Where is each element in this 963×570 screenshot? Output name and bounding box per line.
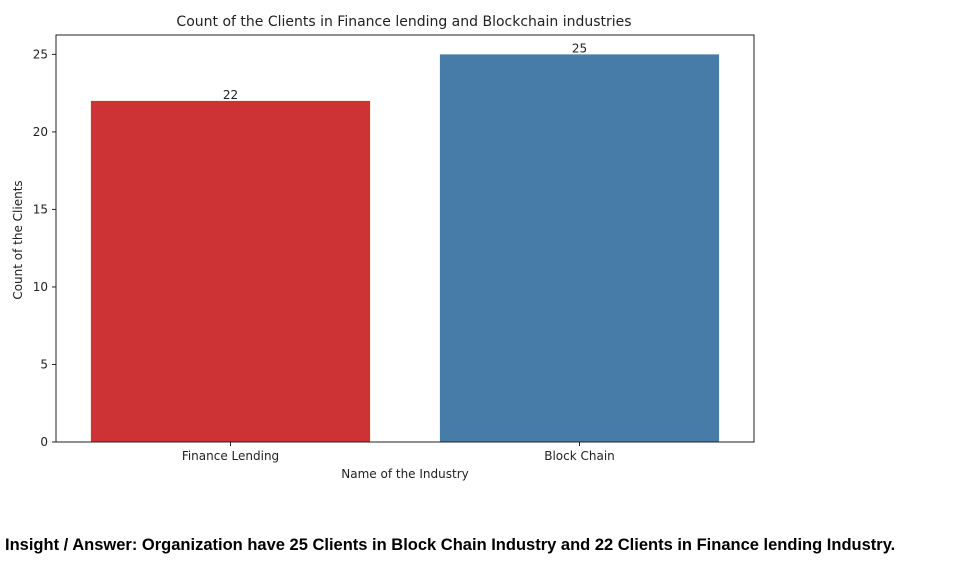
- y-axis: 0 5 10 15 20 25: [33, 47, 56, 449]
- y-tick-label-0: 0: [40, 435, 48, 449]
- y-tick-label-2: 10: [33, 280, 48, 294]
- y-tick-label-4: 20: [33, 125, 48, 139]
- bar-value-label-0: 22: [223, 88, 238, 102]
- x-axis-label: Name of the Industry: [341, 467, 468, 481]
- x-tick-label-0: Finance Lending: [182, 449, 279, 463]
- x-axis: Finance Lending Block Chain: [182, 442, 615, 463]
- bar-value-label-1: 25: [572, 41, 587, 55]
- bar-1: [439, 54, 720, 442]
- x-tick-label-1: Block Chain: [544, 449, 615, 463]
- bar-chart: Count of the Clients in Finance lending …: [11, 14, 755, 481]
- y-tick-label-1: 5: [40, 357, 48, 371]
- plot-frame: [55, 34, 755, 443]
- chart-title: Count of the Clients in Finance lending …: [176, 14, 631, 30]
- y-tick-label-3: 15: [33, 202, 48, 216]
- y-axis-label: Count of the Clients: [11, 180, 25, 299]
- bar-0: [90, 100, 371, 443]
- insight-text: Insight / Answer: Organization have 25 C…: [5, 536, 896, 554]
- bars-group: [90, 54, 720, 443]
- bar-labels-group: 22 25: [223, 41, 587, 102]
- y-tick-label-5: 25: [33, 47, 48, 61]
